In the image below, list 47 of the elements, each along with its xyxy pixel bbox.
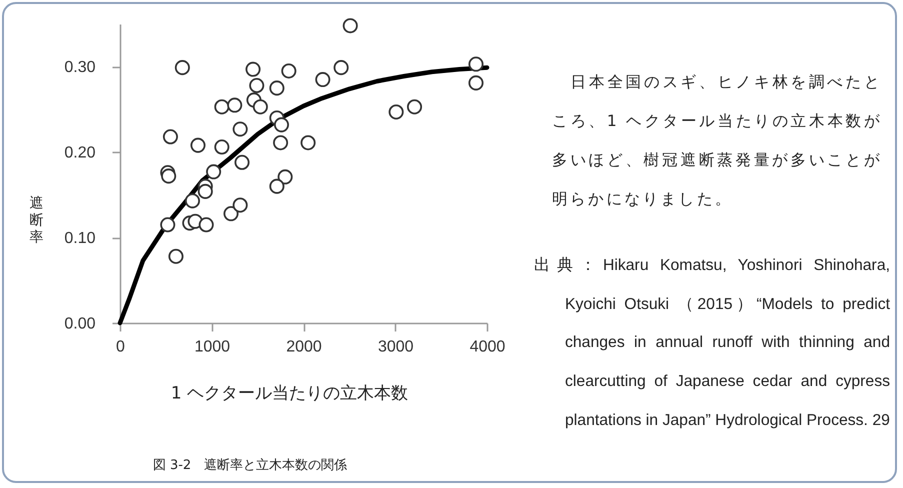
point [224, 206, 239, 222]
x-tick-label: 4000 [470, 338, 506, 356]
point [342, 18, 358, 34]
point [269, 80, 284, 96]
point [300, 135, 316, 150]
text: 日本全国のスギ、ヒノキ林を調べたところ、1 ヘクタール当たりの立木本数が多いほど、樹冠遮断蒸発量が多いことが明らかになりました。 [552, 73, 882, 208]
point [214, 140, 230, 155]
point [273, 135, 288, 150]
point [162, 129, 178, 144]
point [468, 75, 484, 90]
x-tick-label: 1000 [194, 338, 230, 356]
x-axis-title: 1 ヘクタール当たりの立木本数 [170, 384, 408, 404]
point [206, 164, 222, 180]
y-tick-label: 0.20 [64, 144, 96, 162]
text: 出典：Hikaru Komatsu, Yoshinori Shinohara, Kyoichi Otsuki （2015）“Models to predict changes in annual runoff with thinning and clearcutting of Japanese cedar and cypress plantations in Japan” Hydrological Process. 29 [534, 257, 890, 429]
point [227, 98, 242, 113]
point [214, 99, 230, 114]
point [184, 193, 200, 208]
point [168, 248, 184, 264]
y-tick-label: 0.00 [64, 316, 96, 332]
y-tick-label: 0.10 [64, 230, 96, 248]
y-axis-title: 遮断率 [30, 196, 44, 246]
point [234, 154, 250, 170]
point [388, 104, 404, 120]
x-tick-label: 0 [116, 338, 126, 356]
y-tick-label: 0.30 [64, 59, 96, 76]
point [334, 60, 349, 76]
point [315, 72, 330, 88]
x-tick-label: 3000 [378, 338, 414, 356]
point [269, 178, 284, 194]
point [190, 138, 206, 153]
point [198, 184, 213, 199]
point [407, 99, 422, 114]
point [232, 198, 248, 213]
point [246, 62, 261, 77]
point [252, 99, 268, 114]
point [281, 63, 296, 78]
point [232, 122, 248, 137]
point [274, 117, 289, 132]
point [161, 168, 176, 184]
text: 図 3-2 遮断率と立木本数の関係 [152, 457, 348, 474]
x-tick-label: 2000 [286, 338, 322, 356]
point [198, 217, 214, 232]
point [160, 217, 176, 232]
point [249, 78, 264, 94]
point [468, 56, 484, 72]
point [174, 60, 190, 76]
